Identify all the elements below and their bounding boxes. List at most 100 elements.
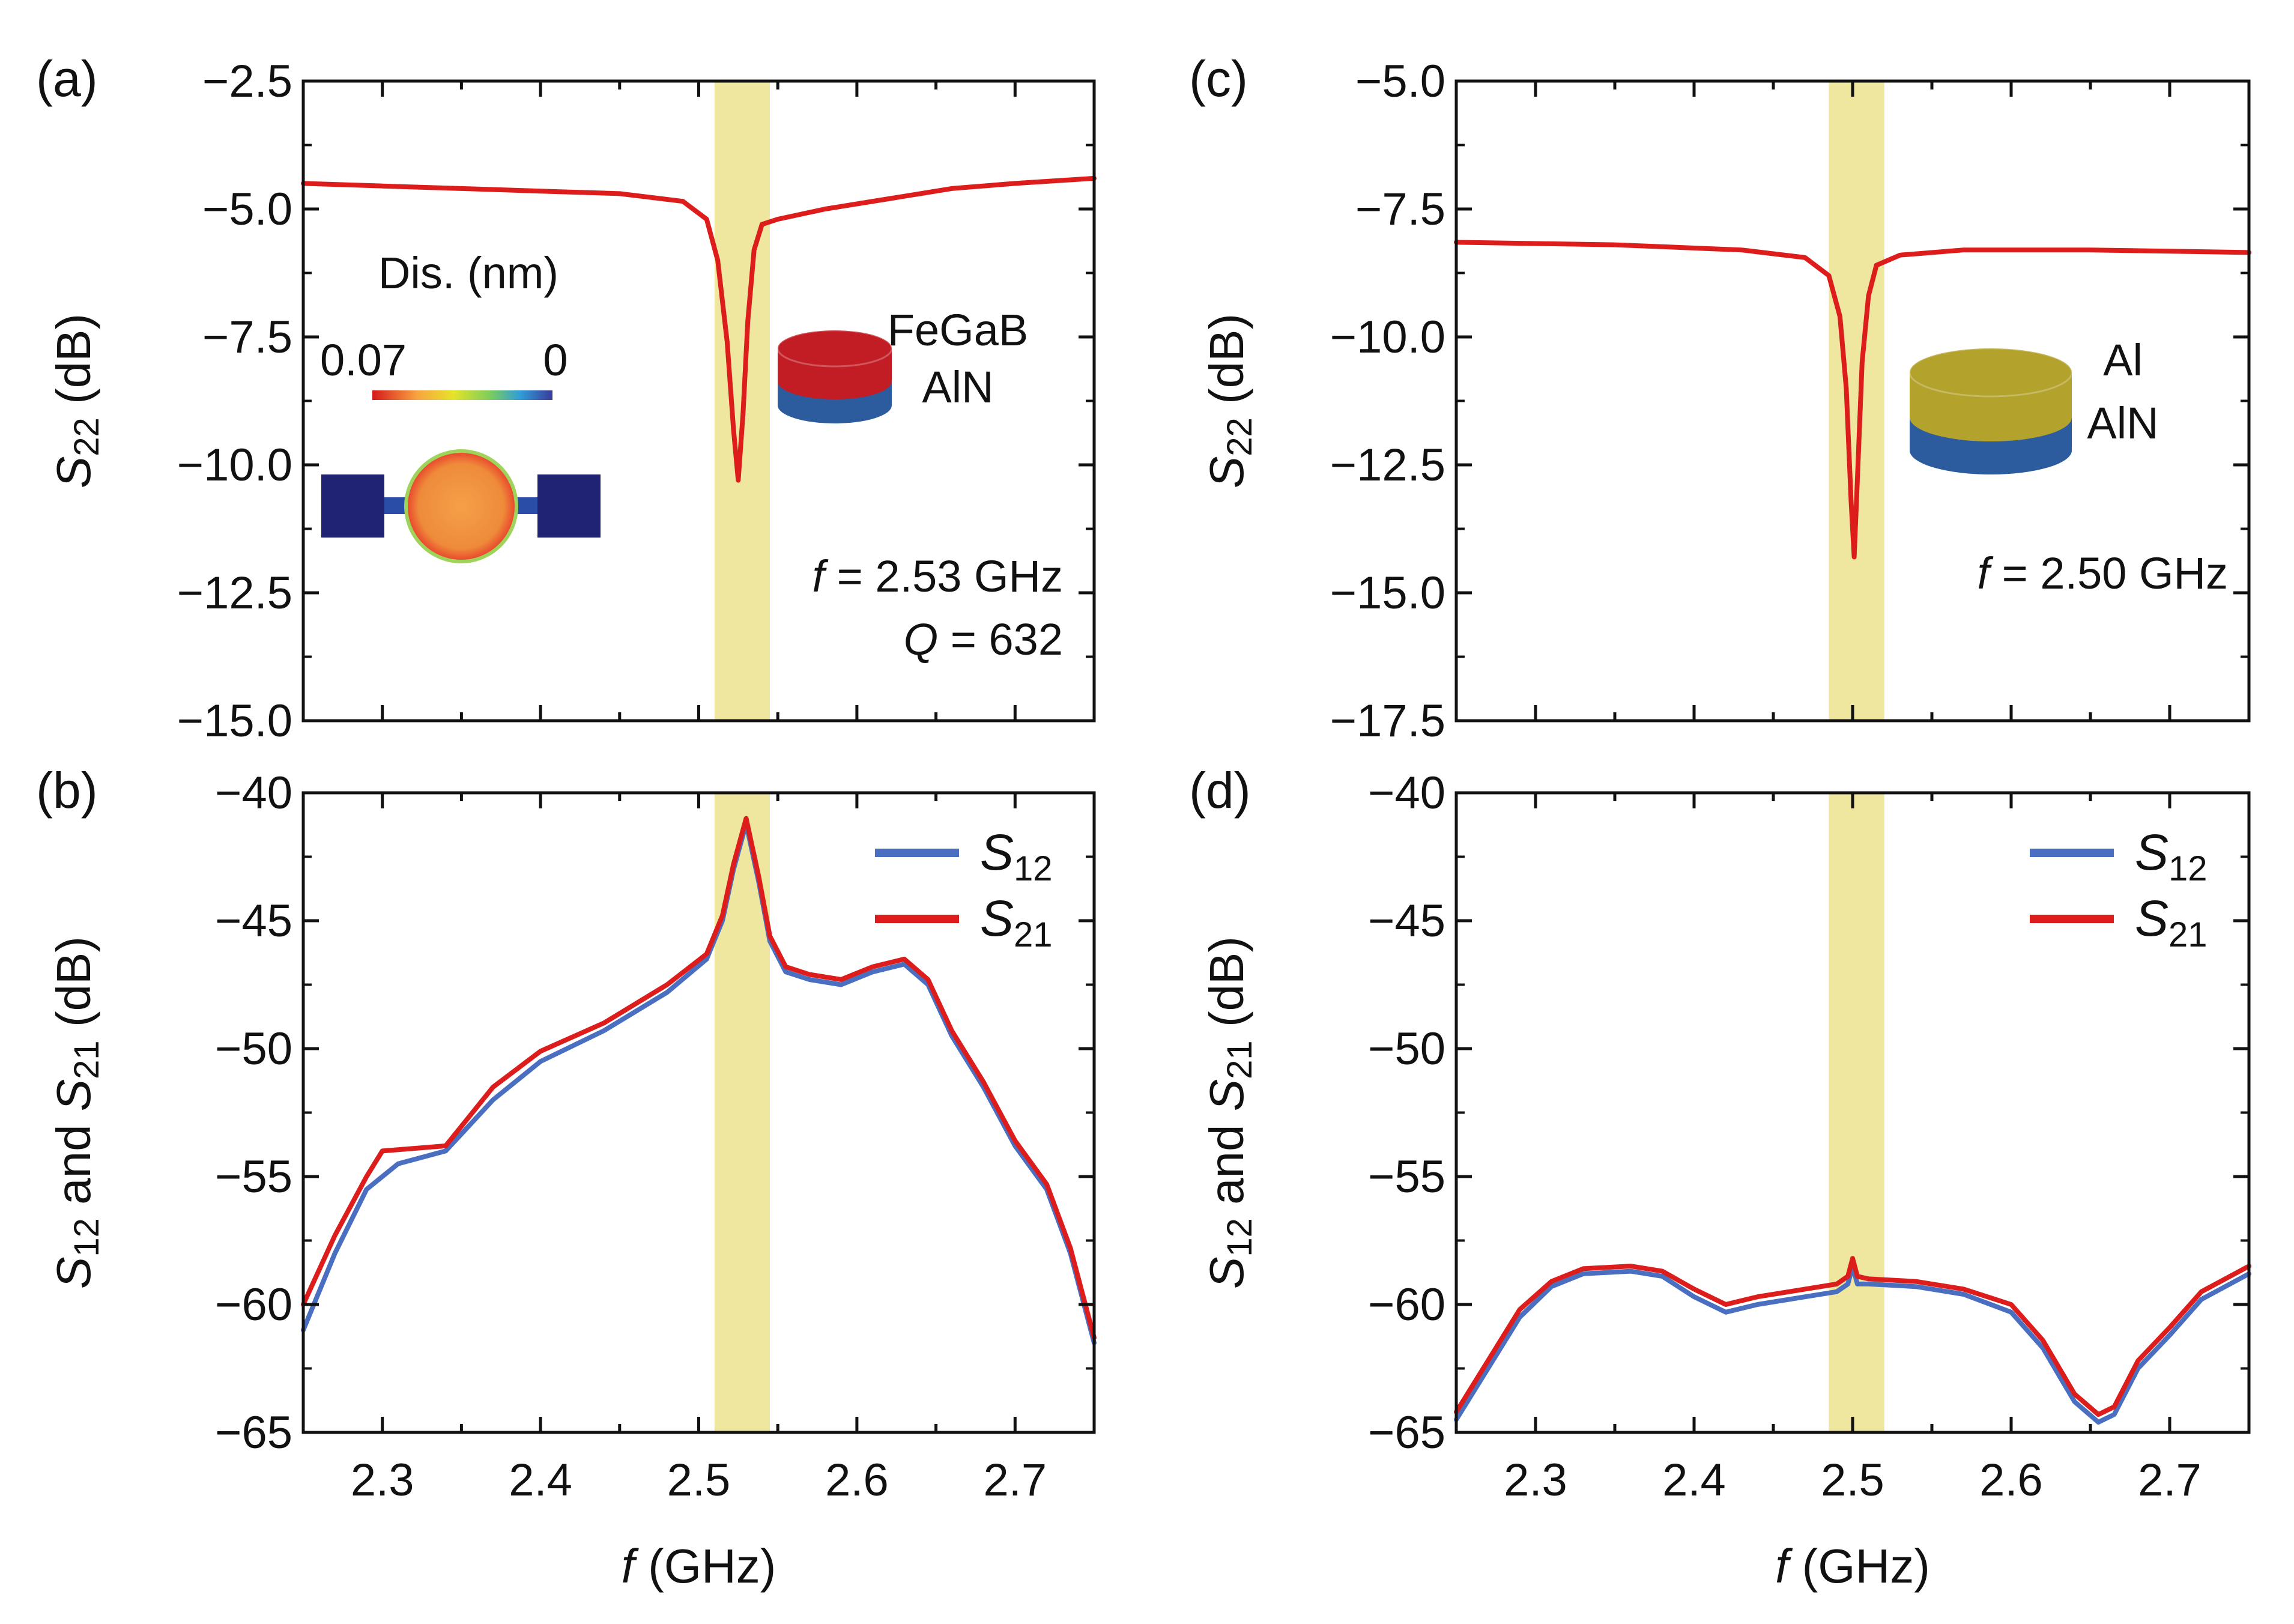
y-tick-label: −65 xyxy=(215,1407,292,1458)
x-tick-label: 2.4 xyxy=(509,1455,572,1506)
series-line-s22 xyxy=(301,175,1097,483)
x-tick-label: 2.6 xyxy=(825,1455,889,1506)
panel-label: (b) xyxy=(36,762,98,819)
stack-top-label: FeGaB xyxy=(888,305,1028,355)
stack-bottom-label: AlN xyxy=(922,362,993,412)
y-axis-label: S12 and S21 (dB) xyxy=(1200,936,1259,1289)
y-label-unit: (dB) xyxy=(47,314,100,417)
y-tick-label: −60 xyxy=(215,1279,292,1330)
legend-label: S12 xyxy=(2135,824,2208,888)
panel-label: (a) xyxy=(36,50,98,107)
stack-bottom-label: AlN xyxy=(2087,398,2158,448)
x-tick-label: 2.3 xyxy=(351,1455,414,1506)
y-tick-label: −5.0 xyxy=(1355,56,1445,107)
y-axis-label: S22 (dB) xyxy=(1200,314,1259,488)
legend-sub: 12 xyxy=(1014,849,1053,888)
y-tick-label: −55 xyxy=(215,1151,292,1202)
y-label-unit: (dB) xyxy=(1200,314,1253,417)
y-label-var: S xyxy=(1200,456,1253,488)
y-tick-label: −50 xyxy=(215,1023,292,1074)
annotation-line: f = 2.53 GHz xyxy=(813,551,1063,601)
stack-inset: FeGaB AlN xyxy=(776,305,1028,423)
x-tick-label: 2.5 xyxy=(667,1455,731,1506)
y-tick-label: −10.0 xyxy=(1330,312,1445,363)
y-label-var: S xyxy=(47,1079,100,1111)
panel-label: (c) xyxy=(1189,50,1248,107)
series-line-s22 xyxy=(1454,240,2251,560)
annotation-var: Q xyxy=(904,614,939,664)
legend-label: S21 xyxy=(980,890,1053,954)
series-line-s21 xyxy=(1454,1256,2251,1417)
colorbar-min-label: 0 xyxy=(543,335,567,385)
legend-label: S21 xyxy=(2135,890,2208,954)
x-tick-label: 2.4 xyxy=(1662,1455,1726,1506)
displacement-disc xyxy=(404,449,518,563)
colorbar-title: Dis. (nm) xyxy=(378,248,558,298)
y-axis-label: S22 (dB) xyxy=(47,314,106,488)
x-axis-label-unit: (GHz) xyxy=(635,1539,776,1593)
y-label-sub: 21 xyxy=(67,1040,106,1079)
y-tick-label: −7.5 xyxy=(202,312,292,363)
y-tick-label: −45 xyxy=(1368,895,1445,947)
y-tick-label: −5.0 xyxy=(202,184,292,235)
legend-label: S12 xyxy=(980,824,1053,888)
y-axis-label: S12 and S21 (dB) xyxy=(47,936,106,1289)
y-label-text: and xyxy=(47,1111,100,1218)
y-tick-label: −15.0 xyxy=(1330,568,1445,619)
colorbar-max-label: 0.07 xyxy=(320,335,407,385)
y-label-var: S xyxy=(47,1257,100,1289)
annotation-line: Q = 632 xyxy=(904,614,1063,664)
y-tick-label: −60 xyxy=(1368,1279,1445,1330)
y-tick-label: −2.5 xyxy=(202,56,292,107)
legend-var: S xyxy=(2135,824,2168,880)
y-tick-label: −45 xyxy=(215,895,292,947)
y-tick-label: −40 xyxy=(215,768,292,819)
y-label-var: S xyxy=(1200,1079,1253,1111)
y-tick-label: −17.5 xyxy=(1330,695,1445,747)
panel-label: (d) xyxy=(1189,762,1251,819)
y-tick-label: −12.5 xyxy=(1330,440,1445,491)
panel-b: −40 −45 −50 −55 −60 −65 2.3 2.4 2.5 2.6 2.7 f (GHz)… xyxy=(36,762,1097,1593)
y-label-var: S xyxy=(47,456,100,488)
y-tick-label: −40 xyxy=(1368,768,1445,819)
y-tick-label: −12.5 xyxy=(177,568,292,619)
series-line-s21 xyxy=(301,816,1097,1341)
y-label-sub: 21 xyxy=(1220,1040,1259,1079)
x-tick-label: 2.5 xyxy=(1821,1455,1884,1506)
legend-sub: 21 xyxy=(2168,915,2208,954)
y-tick-label: −65 xyxy=(1368,1407,1445,1458)
y-label-sub: 22 xyxy=(67,417,106,456)
y-label-var: S xyxy=(1200,1257,1253,1289)
colorbar xyxy=(372,390,552,400)
annotation-line: f = 2.50 GHz xyxy=(1978,548,2228,598)
panel-c: −5.0 −7.5 −10.0 −12.5 −15.0 −17.5 (c) S22 (dB) A… xyxy=(1189,50,2251,747)
x-axis-label-unit: (GHz) xyxy=(1788,1539,1930,1593)
electrode-pad-left xyxy=(321,474,384,538)
annotation-value: = 2.53 GHz xyxy=(825,551,1063,601)
y-tick-label: −10.0 xyxy=(177,440,292,491)
x-tick-label: 2.3 xyxy=(1504,1455,1567,1506)
y-tick-label: −50 xyxy=(1368,1023,1445,1074)
y-label-sub: 22 xyxy=(1220,417,1259,456)
y-tick-label: −7.5 xyxy=(1355,184,1445,235)
y-label-unit: (dB) xyxy=(47,936,100,1040)
legend-var: S xyxy=(2135,890,2168,947)
legend-sub: 12 xyxy=(2168,849,2208,888)
x-tick-label: 2.6 xyxy=(1979,1455,2043,1506)
y-label-unit: (dB) xyxy=(1200,936,1253,1040)
legend-sub: 21 xyxy=(1014,915,1053,954)
y-tick-label: −15.0 xyxy=(177,695,292,747)
electrode-pad-right xyxy=(537,474,601,538)
legend-var: S xyxy=(980,890,1014,947)
stack-inset: Al AlN xyxy=(1908,335,2159,474)
stack-top-face xyxy=(1908,347,2073,398)
y-label-text: and xyxy=(1200,1111,1253,1218)
stack-top-face xyxy=(776,329,893,368)
y-label-sub: 12 xyxy=(67,1218,106,1257)
x-tick-label: 2.7 xyxy=(2138,1455,2202,1506)
annotation-value: = 632 xyxy=(938,614,1063,664)
stack-top-label: Al xyxy=(2103,335,2143,385)
displacement-inset: Dis. (nm) 0.07 0 xyxy=(320,248,601,563)
resonance-band xyxy=(1829,793,1884,1432)
